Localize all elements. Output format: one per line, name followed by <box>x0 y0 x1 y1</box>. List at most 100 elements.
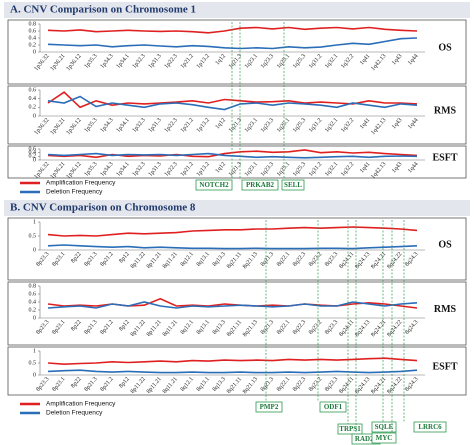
panel-title-bar <box>4 200 470 216</box>
x-tick-label: 8p11.22 <box>130 376 147 395</box>
y-tick-label: 0.6 <box>29 291 37 297</box>
x-tick-label: 1q44 <box>407 161 419 174</box>
x-tick-label: 1q32.1 <box>324 161 339 177</box>
y-tick-label: 0 <box>33 315 36 321</box>
x-tick-label: 1p21.2 <box>180 161 195 177</box>
x-tick-label: 8p23.3 <box>35 376 50 392</box>
x-tick-label: 8q24.13 <box>354 376 371 395</box>
x-tick-label: 1p35.3 <box>84 117 99 133</box>
y-tick-label: 0.6 <box>29 28 37 34</box>
x-tick-label: 8p11.21 <box>146 319 163 338</box>
x-tick-label: 8q21.3 <box>260 376 275 392</box>
x-tick-label: 8q22.3 <box>292 319 307 335</box>
y-tick-label: 0 <box>33 49 36 55</box>
x-tick-label: 8q11.21 <box>162 376 179 395</box>
x-tick-label: 8q24.11 <box>338 376 355 395</box>
legend-label: Amplification Frequency <box>46 401 116 408</box>
x-tick-label: 1q21.3 <box>228 161 243 177</box>
x-tick-label: 8p12 <box>119 319 131 332</box>
series-line <box>47 95 418 111</box>
x-tick-label: 8p21.3 <box>84 319 99 335</box>
x-tick-label: 1q32.1 <box>324 53 339 69</box>
x-tick-label: 8p21.2 <box>100 319 115 335</box>
x-tick-label: 1p21.2 <box>180 53 195 69</box>
x-tick-label: 1q32.2 <box>340 161 355 177</box>
x-tick-label: 8q24.21 <box>370 251 387 270</box>
y-tick-label: 0 <box>33 113 36 119</box>
x-tick-label: 1p32.3 <box>132 161 147 177</box>
x-tick-label: 8p12 <box>119 376 131 389</box>
x-tick-label: 8q22.1 <box>276 251 291 267</box>
x-tick-label: 1p34.3 <box>100 53 115 69</box>
x-tick-label: 8q13.3 <box>212 376 227 392</box>
x-tick-label: 8q24.21 <box>370 319 387 338</box>
x-tick-label: 1q42.13 <box>370 53 387 72</box>
x-tick-label: 1p32.3 <box>132 117 147 133</box>
x-tick-label: 1p34.1 <box>116 53 131 69</box>
gene-label: SELL <box>284 181 302 189</box>
legend-label: Amplification Frequency <box>46 180 116 187</box>
panel-title: A. CNV Comparison on Chromosome 1 <box>10 4 196 16</box>
x-tick-label: 1q41 <box>359 161 371 174</box>
x-tick-label: 8q21.13 <box>242 319 259 338</box>
gene-label: RAD21 <box>355 435 378 443</box>
x-tick-label: 1p36.12 <box>66 161 83 180</box>
x-tick-label: 8q24.13 <box>354 251 371 270</box>
chart-label: OS <box>438 239 452 250</box>
x-tick-label: 8p11.22 <box>130 319 147 338</box>
gene-label: PRKAB2 <box>246 181 275 189</box>
x-tick-label: 1q43 <box>391 117 403 130</box>
gene-label: LRRC6 <box>418 423 442 431</box>
y-tick-label: 0.6 <box>29 87 37 93</box>
x-tick-label: 1p21.2 <box>180 117 195 133</box>
x-tick-label: 8q23.3 <box>324 319 339 335</box>
x-tick-label: 8q21.11 <box>226 319 243 338</box>
x-tick-label: 1q41 <box>359 117 371 130</box>
x-tick-label: 1q25.3 <box>292 117 307 133</box>
chart-frame <box>7 281 467 346</box>
x-tick-label: 8q23.2 <box>308 319 323 335</box>
x-tick-label: 1p22.3 <box>164 161 179 177</box>
x-tick-label: 1p35.3 <box>84 53 99 69</box>
x-tick-label: 1q41 <box>359 53 371 66</box>
chart-label: ESFT <box>432 152 457 163</box>
chart-label: OS <box>438 42 452 53</box>
series-line <box>47 244 418 250</box>
series-line <box>47 226 418 237</box>
x-tick-label: 8p22 <box>70 376 82 389</box>
x-tick-label: 1q31.2 <box>308 53 323 69</box>
x-tick-label: 8q13.1 <box>196 251 211 267</box>
gene-box <box>241 179 279 191</box>
gene-box <box>371 421 397 433</box>
y-tick-label: 1 <box>33 219 36 225</box>
y-tick-label: 0 <box>33 372 36 378</box>
chart-label: RMS <box>434 304 457 315</box>
gene-box <box>195 179 233 191</box>
x-tick-label: 8q24.11 <box>338 319 355 338</box>
legend-label: Deletion Frequency <box>46 189 103 196</box>
x-tick-label: 1p36.21 <box>50 53 67 72</box>
x-tick-label: 1q12 <box>215 53 227 66</box>
y-tick-label: 0.2 <box>29 307 37 313</box>
x-tick-label: 8q21.11 <box>226 251 243 270</box>
y-tick-label: 0.8 <box>29 283 37 289</box>
x-tick-label: 8p21.2 <box>100 251 115 267</box>
chart-frame <box>7 346 467 396</box>
x-tick-label: 1p34.1 <box>116 161 131 177</box>
x-tick-label: 1q25.3 <box>292 161 307 177</box>
x-tick-label: 1q23.3 <box>260 161 275 177</box>
x-tick-label: 1q25.1 <box>276 161 291 177</box>
x-tick-label: 1q23.3 <box>260 53 275 69</box>
gene-box <box>413 421 447 433</box>
gene-label: NOTCH2 <box>199 181 229 189</box>
gene-label: SQLE <box>375 423 394 431</box>
chart-frame <box>7 217 467 281</box>
x-tick-label: 8p11.21 <box>146 251 163 270</box>
x-tick-label: 8p12 <box>119 251 131 264</box>
y-tick-label: 0.4 <box>29 96 37 102</box>
y-tick-label: 1 <box>33 348 36 354</box>
x-tick-label: 1p35.3 <box>84 161 99 177</box>
x-tick-label: 1q42.13 <box>370 117 387 136</box>
gene-label: ODF1 <box>324 403 343 411</box>
